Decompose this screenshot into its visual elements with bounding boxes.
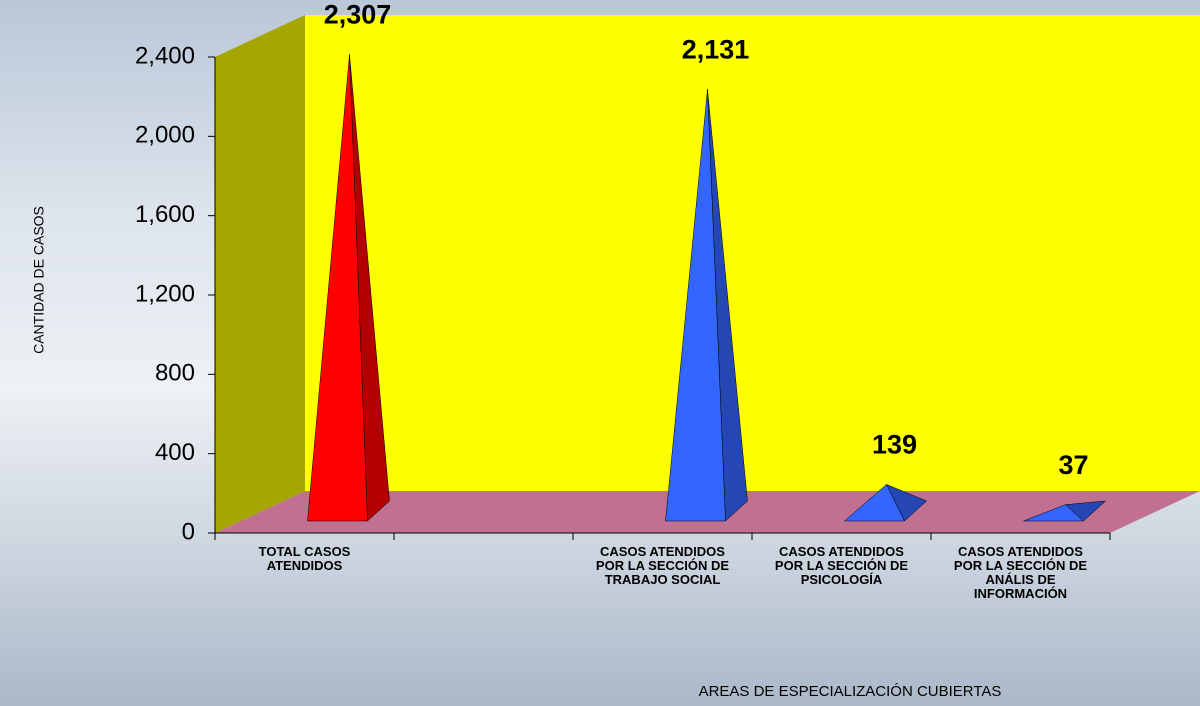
x-axis-label: AREAS DE ESPECIALIZACIÓN CUBIERTAS <box>699 683 1002 700</box>
back-wall <box>305 15 1200 491</box>
x-tick-label: CASOS ATENDIDOS POR LA SECCIÓN DE PSICOL… <box>774 544 909 587</box>
y-tick-label: 1,600 <box>135 201 195 228</box>
value-label: 2,131 <box>682 34 750 64</box>
value-label: 2,307 <box>324 0 392 30</box>
value-label: 139 <box>872 430 917 460</box>
pyramid-front <box>307 54 368 522</box>
value-label: 37 <box>1058 450 1088 480</box>
pyramid-front <box>843 484 905 522</box>
x-tick-label: TOTAL CASOS ATENDIDOS <box>258 544 351 573</box>
x-tick-label: CASOS ATENDIDOS POR LA SECCIÓN DE ANÁLIS… <box>953 544 1088 601</box>
x-tick-label: CASOS ATENDIDOS POR LA SECCIÓN DE TRABAJ… <box>595 544 730 587</box>
y-tick-label: 2,000 <box>135 122 195 149</box>
pyramid-front <box>1023 504 1085 522</box>
y-tick-label: 400 <box>155 439 195 466</box>
pyramid-front <box>665 89 726 522</box>
y-tick-label: 1,200 <box>135 280 195 307</box>
y-axis-label: CANTIDAD DE CASOS <box>31 206 47 354</box>
side-wall <box>215 15 305 533</box>
y-tick-label: 2,400 <box>135 42 195 69</box>
y-tick-label: 800 <box>155 360 195 387</box>
y-tick-label: 0 <box>182 518 195 545</box>
